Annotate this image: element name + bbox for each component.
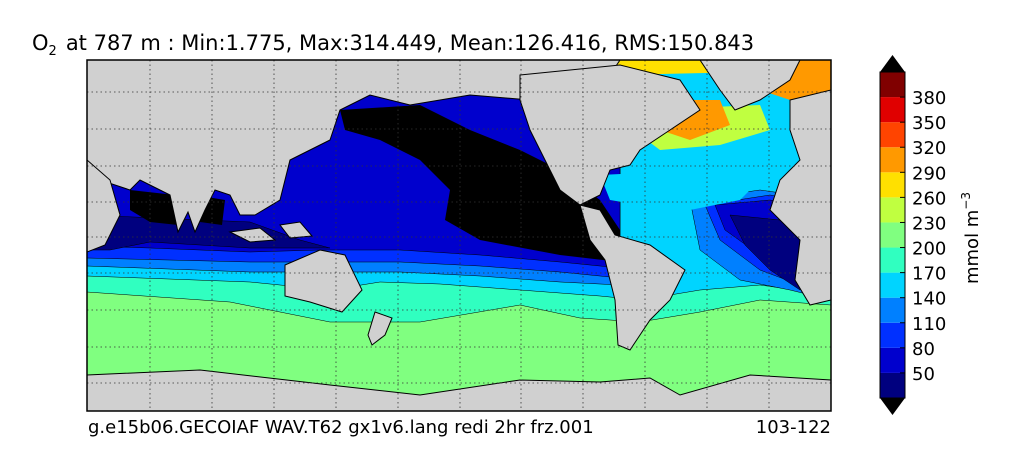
colorbar-segment (880, 222, 905, 248)
graticule (87, 60, 831, 411)
colorbar: 50 80 110 140 170 200 230 260 290 320 350 380 (879, 55, 946, 415)
colorbar-tick-label: 350 (912, 113, 946, 134)
colorbar-tick-label: 50 (912, 364, 935, 385)
colorbar-segment (880, 272, 905, 298)
colorbar-label: mmol m−3 (959, 192, 983, 284)
land (519, 64, 701, 206)
colorbar-tick-label: 320 (912, 138, 946, 159)
colorbar-tick-label: 380 (912, 88, 946, 109)
colorbar-segment (880, 122, 905, 148)
title: O2 at 787 m : Min:1.775, Max:314.449, Mea… (32, 31, 754, 59)
land (769, 89, 831, 306)
land (228, 221, 393, 346)
colorbar-label-exponent: −3 (959, 192, 973, 210)
colorbar-tick-label: 260 (912, 188, 946, 209)
colorbar-tick-label: 200 (912, 239, 946, 260)
colorbar-segment (880, 372, 905, 398)
ocean-level (600, 170, 760, 210)
colorbar-frame (879, 71, 906, 399)
land (87, 159, 121, 253)
colorbar-segment (880, 147, 905, 173)
colorbar-segment (880, 247, 905, 273)
colorbar-segment (880, 172, 905, 198)
colorbar-extend-bottom (880, 398, 905, 415)
colorbar-tick-label: 110 (912, 314, 946, 335)
title-symbol: O (32, 31, 49, 55)
colorbar-segment (880, 72, 905, 98)
footer-right: 103-122 (756, 417, 831, 438)
ocean-level (130, 105, 620, 262)
map-frame (86, 59, 832, 412)
colorbar-segment (880, 97, 905, 123)
map (86, 59, 832, 412)
colorbar-tick-label: 140 (912, 289, 946, 310)
colorbar-label-text: mmol m (962, 210, 983, 284)
land (699, 60, 801, 111)
colorbar-tick-label: 230 (912, 213, 946, 234)
land (284, 249, 363, 313)
colorbar-tick-label: 170 (912, 264, 946, 285)
colorbar-extend-top (880, 55, 905, 72)
footer-left: g.e15b06.GECOIAF WAV.T62 gx1v6.lang redi… (88, 417, 594, 438)
colorbar-segment (880, 322, 905, 348)
land (579, 204, 686, 351)
map-field (87, 60, 831, 411)
colorbar-tick-label: 80 (912, 339, 935, 360)
colorbar-tick-label: 290 (912, 163, 946, 184)
title-subscript: 2 (49, 44, 57, 59)
title-text: at 787 m : Min:1.775, Max:314.449, Mean:… (66, 31, 754, 55)
colorbar-segment (880, 297, 905, 323)
colorbar-segment (880, 197, 905, 223)
colorbar-segment (880, 347, 905, 373)
